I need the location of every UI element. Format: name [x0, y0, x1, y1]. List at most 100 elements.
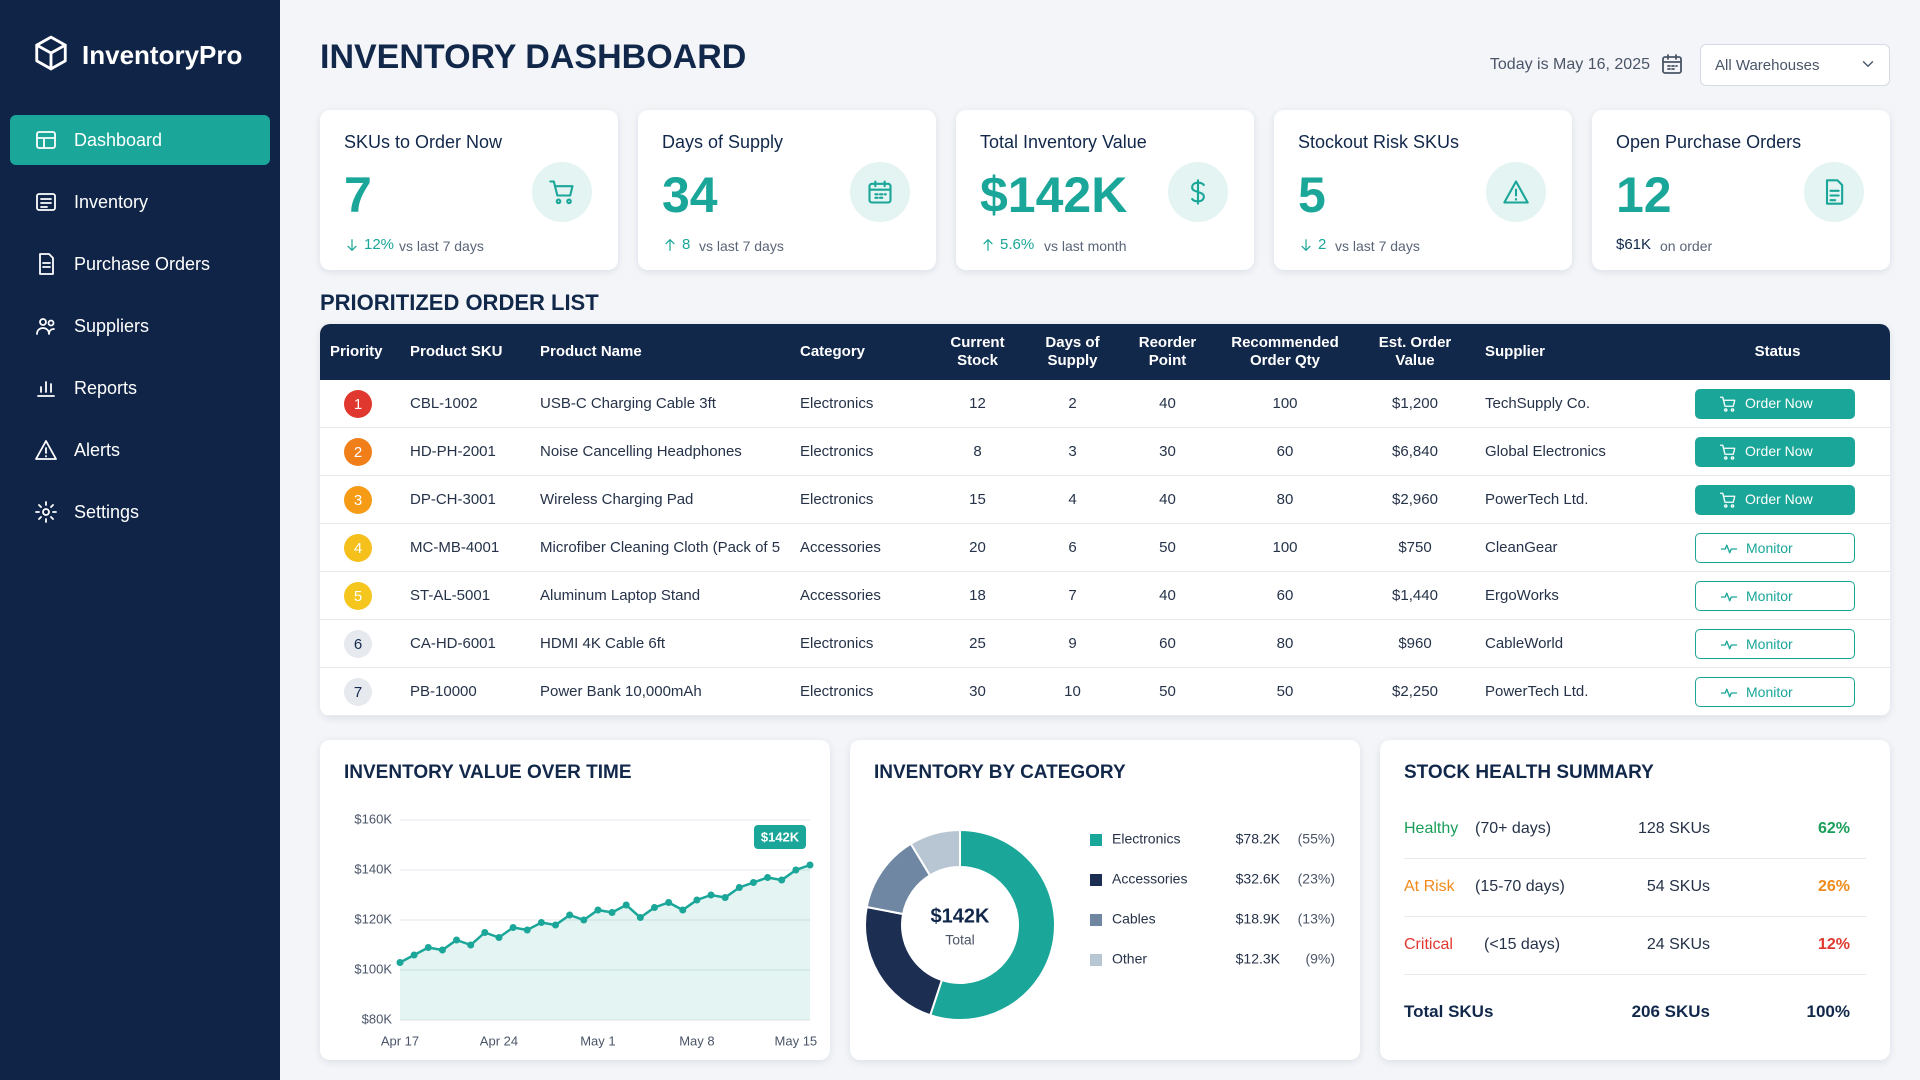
table-cell: TechSupply Co.	[1485, 395, 1591, 412]
icon-shape	[1720, 592, 1738, 602]
column-header: Recommended Order Qty	[1231, 334, 1339, 369]
share-label: (23%)	[1298, 871, 1335, 887]
table-cell: 25	[969, 635, 986, 652]
nav-label: Settings	[74, 502, 140, 522]
status-button[interactable]: Monitor	[1695, 629, 1855, 659]
health-label: Healthy	[1404, 820, 1459, 837]
icon-shape	[1723, 456, 1728, 460]
priority-number: 4	[353, 540, 363, 557]
table-cell: 18	[969, 587, 986, 604]
status-label: Monitor	[1746, 684, 1793, 700]
point	[778, 876, 786, 884]
kpi-note: on order	[1660, 238, 1713, 254]
icon	[36, 193, 56, 211]
point	[792, 866, 800, 874]
table-cell: 100	[1272, 395, 1298, 412]
table-cell: 3	[1068, 443, 1077, 460]
point	[523, 926, 531, 934]
kpi-note: vs last month	[1044, 238, 1127, 254]
table-cell: DP-CH-3001	[410, 491, 496, 508]
column-header: Est. Order Value	[1378, 334, 1452, 369]
status-button[interactable]: Order Now	[1695, 389, 1855, 419]
kpi-label: Days of Supply	[662, 132, 784, 152]
priority-badge: 4	[344, 534, 372, 562]
point	[552, 921, 560, 929]
icon-shape	[35, 501, 57, 523]
icon-shape	[1191, 179, 1205, 205]
total-label: Total SKUs	[1404, 1002, 1494, 1021]
priority-badge: 7	[344, 678, 372, 706]
table-cell: 80	[1276, 491, 1294, 508]
kpi-label: Open Purchase Orders	[1616, 132, 1802, 152]
status-button[interactable]: Order Now	[1695, 437, 1855, 467]
icon-shape	[1730, 456, 1735, 460]
nav-item[interactable]: Suppliers	[10, 301, 270, 351]
nav-label: Dashboard	[74, 130, 163, 150]
icon-shape	[1301, 239, 1311, 251]
table-cell: 60	[1159, 635, 1176, 652]
priority-number: 2	[353, 444, 363, 461]
separator	[1404, 916, 1866, 917]
point	[806, 861, 814, 869]
nav-item[interactable]: Alerts	[10, 425, 270, 475]
table-cell: Wireless Charging Pad	[540, 491, 694, 508]
nav-item[interactable]: Reports	[10, 363, 270, 413]
point	[537, 919, 545, 926]
icon-shape	[39, 253, 54, 275]
column-header: Category	[800, 343, 866, 360]
nav-item[interactable]: Inventory	[10, 177, 270, 227]
table-cell: PowerTech Ltd.	[1485, 491, 1589, 508]
table-cell: CableWorld	[1485, 635, 1564, 652]
x-tick-label: May 1	[580, 1033, 615, 1048]
icon-shape	[36, 131, 56, 149]
legend-swatch	[1090, 874, 1102, 886]
legend-label: Accessories	[1112, 871, 1187, 887]
table-cell: 15	[969, 491, 986, 508]
donut-slice	[928, 828, 1056, 1021]
icon	[39, 253, 54, 275]
icon-shape	[1503, 180, 1529, 204]
icon	[36, 131, 56, 149]
table-cell: 50	[1276, 683, 1294, 700]
table-cell: 50	[1159, 539, 1176, 556]
status-button[interactable]: Order Now	[1695, 485, 1855, 515]
kpi-change: $61K	[1616, 236, 1652, 253]
table-row: 1 CBL-1002 USB-C Charging Cable 3ft Electro…	[320, 380, 1890, 428]
legend-label: Cables	[1112, 911, 1156, 927]
point	[481, 929, 489, 936]
point	[693, 896, 701, 904]
point	[665, 899, 673, 906]
priority-badge: 1	[344, 390, 372, 418]
nav-item[interactable]: Purchase Orders	[10, 239, 270, 289]
icon	[347, 239, 357, 251]
kpi-card: Open Purchase Orders 12 $61K on order	[1592, 110, 1890, 270]
center-sublabel: Total	[945, 932, 975, 948]
separator	[1404, 858, 1866, 859]
status-button[interactable]: Monitor	[1695, 533, 1855, 563]
point	[650, 904, 658, 911]
kpi-icon-bg	[1804, 162, 1864, 222]
icon-shape	[555, 198, 562, 205]
icon	[549, 180, 574, 205]
nav-item[interactable]: Dashboard	[10, 115, 270, 165]
table-cell: 60	[1276, 587, 1294, 604]
nav-item[interactable]: Settings	[10, 487, 270, 537]
status-button[interactable]: Monitor	[1695, 677, 1855, 707]
table-cell: 6	[1068, 539, 1077, 556]
icon	[1719, 444, 1736, 460]
column-header: Priority	[330, 343, 383, 360]
icon	[36, 318, 55, 335]
point	[495, 934, 503, 941]
share-label: (13%)	[1298, 911, 1335, 927]
table-cell: $750	[1398, 539, 1432, 556]
status-button[interactable]: Monitor	[1695, 581, 1855, 611]
table-cell: Electronics	[800, 395, 874, 412]
total-skus: 206 SKUs	[1631, 1002, 1710, 1021]
warehouse-select[interactable]: All Warehouses	[1700, 44, 1890, 86]
y-tick-label: $80K	[362, 1011, 393, 1026]
table-cell: ST-AL-5001	[410, 587, 491, 604]
chart-title: INVENTORY VALUE OVER TIME	[344, 762, 632, 783]
point	[594, 906, 602, 914]
icon-shape	[1720, 640, 1738, 650]
point	[396, 959, 404, 966]
